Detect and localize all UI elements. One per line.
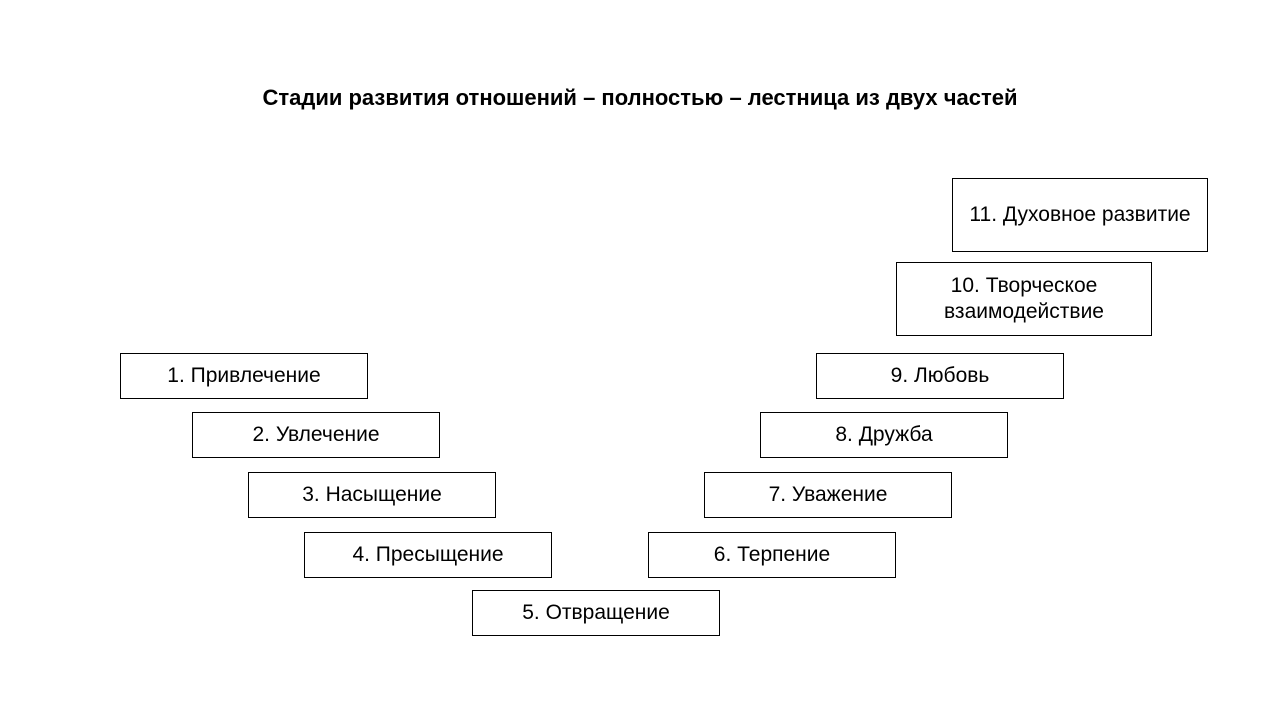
step-label: 1. Привлечение xyxy=(167,363,320,389)
step-box-5: 5. Отвращение xyxy=(472,590,720,636)
step-box-1: 1. Привлечение xyxy=(120,353,368,399)
step-label: 3. Насыщение xyxy=(302,482,442,508)
step-box-7: 7. Уважение xyxy=(704,472,952,518)
step-label: 10. Творческое взаимодействие xyxy=(907,273,1141,326)
step-box-10: 10. Творческое взаимодействие xyxy=(896,262,1152,336)
step-label: 4. Пресыщение xyxy=(352,542,503,568)
step-box-3: 3. Насыщение xyxy=(248,472,496,518)
step-label: 9. Любовь xyxy=(891,363,990,389)
step-box-4: 4. Пресыщение xyxy=(304,532,552,578)
step-label: 11. Духовное развитие xyxy=(969,202,1190,228)
step-box-2: 2. Увлечение xyxy=(192,412,440,458)
step-box-11: 11. Духовное развитие xyxy=(952,178,1208,252)
step-label: 5. Отвращение xyxy=(522,600,670,626)
step-box-8: 8. Дружба xyxy=(760,412,1008,458)
step-box-6: 6. Терпение xyxy=(648,532,896,578)
step-label: 8. Дружба xyxy=(835,422,932,448)
diagram-title: Стадии развития отношений – полностью – … xyxy=(0,85,1280,111)
step-label: 2. Увлечение xyxy=(252,422,379,448)
step-box-9: 9. Любовь xyxy=(816,353,1064,399)
step-label: 7. Уважение xyxy=(769,482,888,508)
diagram-canvas: Стадии развития отношений – полностью – … xyxy=(0,0,1280,720)
step-label: 6. Терпение xyxy=(714,542,830,568)
